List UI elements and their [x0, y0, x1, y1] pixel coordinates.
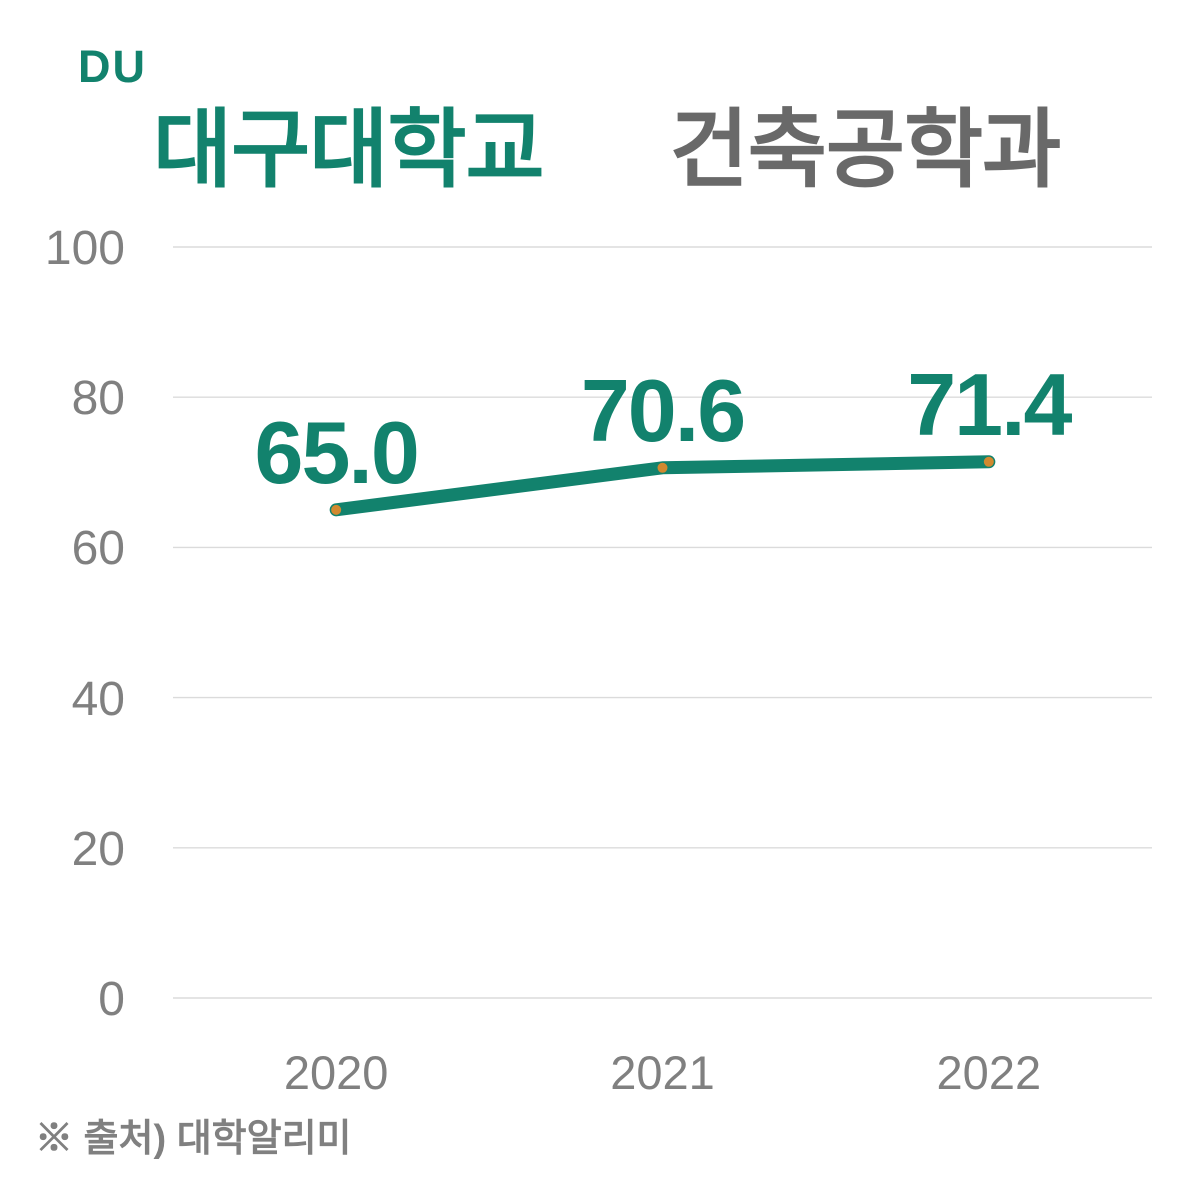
x-axis-tick-label: 2022 [936, 1046, 1042, 1099]
page-title: 대구대학교 건축공학과 [153, 102, 1062, 198]
y-axis-tick-label: 60 [71, 522, 125, 576]
data-point-label: 65.0 [254, 402, 420, 502]
y-axis-tick-label: 80 [71, 372, 125, 426]
du-logo: DU [78, 41, 147, 92]
data-point-label: 71.4 [907, 354, 1072, 454]
y-axis-tick-label: 20 [71, 822, 125, 876]
source-note: ※ 출처) 대학알리미 [35, 1118, 352, 1160]
x-axis-tick-label: 2021 [610, 1046, 715, 1099]
data-point-label: 70.6 [580, 360, 746, 460]
y-axis-tick-label: 100 [44, 222, 125, 275]
title-department: 건축공학과 [669, 102, 1062, 198]
data-point-marker [983, 456, 994, 467]
title-university: 대구대학교 [153, 102, 545, 198]
data-point-marker [657, 462, 668, 473]
data-point-marker [331, 504, 342, 515]
x-axis-tick-label: 2020 [283, 1046, 389, 1099]
y-axis-tick-label: 0 [98, 973, 125, 1026]
y-axis-tick-label: 40 [71, 672, 125, 726]
